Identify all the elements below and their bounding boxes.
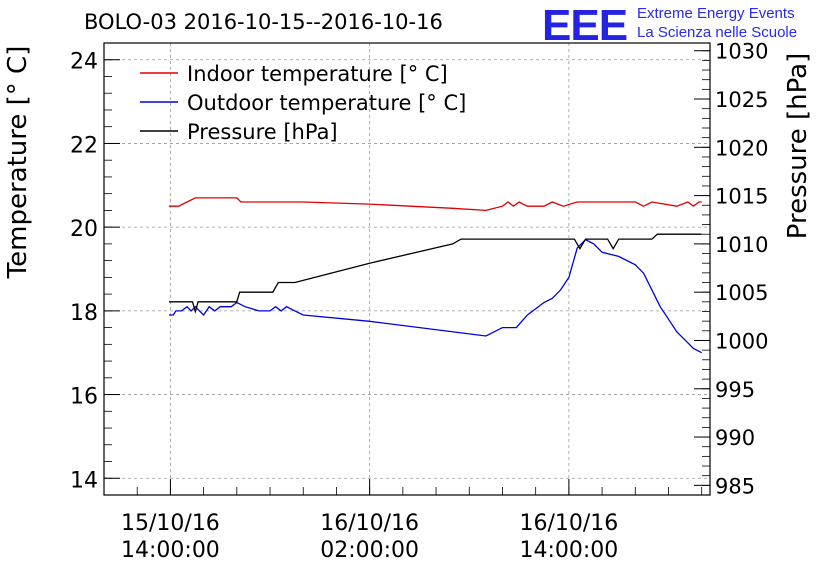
x-tick-label-time: 14:00:00 xyxy=(121,538,220,563)
eee-logo: EEE xyxy=(542,1,628,50)
x-tick-label-time: 14:00:00 xyxy=(519,538,618,563)
chart-title: BOLO-03 2016-10-15--2016-10-16 xyxy=(84,10,443,34)
indoor-temperature-line xyxy=(169,197,702,212)
legend-pressure-label: Pressure [hPa] xyxy=(187,120,338,144)
y-axis-label-right: Pressure [hPa] xyxy=(783,53,813,240)
y-tick-label-right: 1010 xyxy=(715,233,768,257)
grid-lines xyxy=(104,43,710,495)
y-tick-label-right: 1015 xyxy=(715,185,768,209)
x-tick-label-time: 02:00:00 xyxy=(320,538,419,563)
x-tick-label-date: 16/10/16 xyxy=(519,511,618,536)
y-tick-label-left: 16 xyxy=(70,385,98,410)
pressure-line xyxy=(169,233,702,314)
plot-frame xyxy=(103,42,711,496)
series-lines xyxy=(169,197,702,354)
outdoor-temperature-line xyxy=(169,238,702,354)
y-tick-label-right: 1000 xyxy=(715,329,768,353)
legend-outdoor-label: Outdoor temperature [° C] xyxy=(187,91,466,115)
y-tick-label-right: 1030 xyxy=(715,40,768,64)
y-tick-label-left: 20 xyxy=(70,217,98,242)
y-tick-label-right: 990 xyxy=(715,426,755,450)
y-axis-label-left: Temperature [° C] xyxy=(3,46,33,280)
y-tick-label-left: 22 xyxy=(70,133,98,158)
y-tick-label-left: 14 xyxy=(70,468,98,493)
x-tick-label-date: 16/10/16 xyxy=(320,511,419,536)
legend-indoor-label: Indoor temperature [° C] xyxy=(187,62,448,86)
y-tick-label-right: 985 xyxy=(715,474,755,498)
logo-caption-line1: Extreme Energy Events xyxy=(637,5,795,22)
y-tick-label-left: 24 xyxy=(70,50,98,75)
logo-caption-line2: La Scienza nelle Scuole xyxy=(637,24,798,41)
x-tick-label-date: 15/10/16 xyxy=(121,511,220,536)
legend: Indoor temperature [° C] Outdoor temperat… xyxy=(140,62,466,144)
axis-ticks xyxy=(104,42,710,495)
tick-labels: 14 16 18 20 22 24 985 990 995 1000 1005 1010 1015 102… xyxy=(70,40,768,563)
logo-caption: Extreme Energy Events La Scienza nelle S… xyxy=(637,4,797,42)
y-tick-label-left: 18 xyxy=(70,301,98,326)
y-tick-label-right: 1020 xyxy=(715,136,768,160)
y-tick-label-right: 995 xyxy=(715,378,755,402)
y-tick-label-right: 1005 xyxy=(715,281,768,305)
y-tick-label-right: 1025 xyxy=(715,88,768,112)
